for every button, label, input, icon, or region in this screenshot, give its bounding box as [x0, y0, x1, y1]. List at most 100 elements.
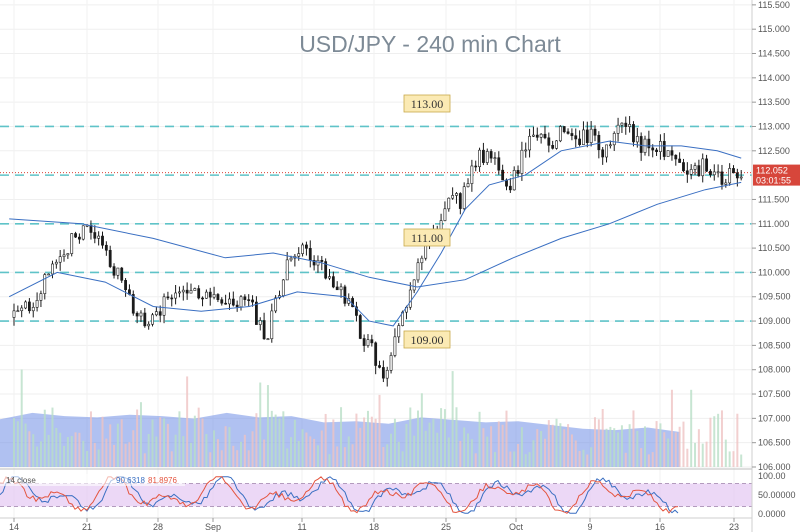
- x-tick-label: 9: [587, 522, 592, 532]
- candle-body: [693, 165, 697, 170]
- volume-bar: [101, 416, 104, 467]
- candle-body: [412, 279, 416, 291]
- candle-body: [647, 138, 651, 149]
- y-tick-label: 112.500: [758, 146, 790, 156]
- volume-bar: [609, 426, 612, 467]
- volume-bar: [220, 450, 223, 467]
- volume-bar: [463, 427, 466, 467]
- candle-body: [193, 288, 197, 291]
- candle-body: [331, 276, 335, 288]
- candle-body: [224, 302, 228, 305]
- volume-bar: [567, 424, 570, 467]
- candle-body: [43, 274, 47, 294]
- y-tick-label: 110.000: [758, 267, 790, 277]
- candle-body: [20, 307, 24, 312]
- candle-body: [728, 168, 732, 184]
- candle-body: [501, 169, 505, 181]
- volume-bar: [667, 438, 670, 467]
- candle-body: [308, 248, 312, 261]
- volume-bar: [213, 430, 216, 467]
- y-tick-label: 106.500: [758, 438, 791, 448]
- volume-bar: [459, 440, 462, 467]
- candle-body: [574, 135, 578, 140]
- candle-body: [112, 266, 116, 276]
- volume-bar: [470, 439, 473, 467]
- candle-body: [639, 136, 643, 153]
- candle-body: [597, 134, 601, 151]
- volume-bar: [467, 433, 470, 467]
- volume-bar: [201, 418, 204, 467]
- candle-body: [366, 339, 370, 346]
- candle-body: [78, 236, 81, 240]
- candle-body: [689, 169, 693, 175]
- candle-body: [147, 323, 151, 327]
- volume-bar: [55, 427, 58, 467]
- volume-bar: [266, 385, 269, 467]
- current-price-value: 112.052: [756, 166, 788, 176]
- volume-bar: [697, 429, 700, 467]
- candle-body: [393, 336, 397, 356]
- volume-bar: [393, 418, 396, 467]
- candle-body: [716, 171, 720, 174]
- volume-bar: [543, 438, 546, 467]
- candle-body: [228, 298, 231, 305]
- volume-bar: [563, 429, 566, 467]
- volume-bar: [644, 426, 647, 467]
- candle-body: [482, 149, 485, 163]
- candle-body: [235, 304, 239, 308]
- candle-body: [601, 149, 605, 158]
- candle-body: [262, 320, 266, 340]
- y-tick-label: 109.000: [758, 316, 791, 326]
- candle-body: [551, 145, 555, 149]
- y-tick-label: 106.000: [758, 462, 791, 472]
- volume-bar: [163, 418, 166, 467]
- x-tick-label: Sep: [205, 522, 221, 532]
- volume-bar: [136, 409, 139, 467]
- osc-band: [0, 483, 752, 507]
- volume-bar: [20, 369, 23, 467]
- candle-body: [562, 126, 566, 133]
- volume-bar: [97, 449, 100, 467]
- volume-bar: [451, 371, 454, 467]
- volume-bar: [147, 433, 150, 467]
- candle-body: [512, 170, 516, 191]
- candle-body: [189, 290, 193, 294]
- volume-bar: [70, 436, 73, 467]
- volume-bar: [216, 439, 219, 467]
- candle-body: [54, 261, 58, 265]
- volume-bar: [309, 436, 312, 467]
- candle-body: [216, 294, 220, 300]
- y-tick-label: 114.500: [758, 49, 790, 59]
- level-label-text: 111.00: [411, 231, 443, 245]
- volume-bar: [343, 447, 346, 467]
- volume-bar: [193, 415, 196, 467]
- candle-body: [497, 157, 501, 171]
- candle-body: [289, 257, 293, 261]
- candle-body: [58, 256, 62, 263]
- candle-body: [166, 296, 170, 299]
- volume-bar: [497, 421, 500, 467]
- volume-bar: [474, 453, 477, 467]
- volume-bar: [390, 433, 393, 467]
- volume-bar: [347, 436, 350, 467]
- volume-bar: [493, 452, 496, 467]
- level-lines: [0, 125, 752, 322]
- volume-bar: [178, 411, 181, 467]
- volume-bar: [247, 450, 250, 467]
- candle-body: [470, 165, 474, 184]
- candle-body: [355, 306, 358, 316]
- volume-bar: [255, 413, 258, 467]
- volume-bar: [605, 428, 608, 467]
- candle-body: [97, 235, 101, 239]
- volume-bar: [32, 434, 35, 467]
- volume-bar: [413, 435, 416, 467]
- volume-bar: [617, 432, 620, 467]
- x-tick-label: 16: [655, 522, 665, 532]
- volume-bar: [528, 452, 531, 467]
- ma-slow-line: [9, 181, 742, 288]
- volume-bar: [293, 419, 296, 467]
- candle-body: [674, 154, 678, 160]
- osc-legend-bg: [0, 474, 185, 486]
- volume-bar: [628, 424, 631, 467]
